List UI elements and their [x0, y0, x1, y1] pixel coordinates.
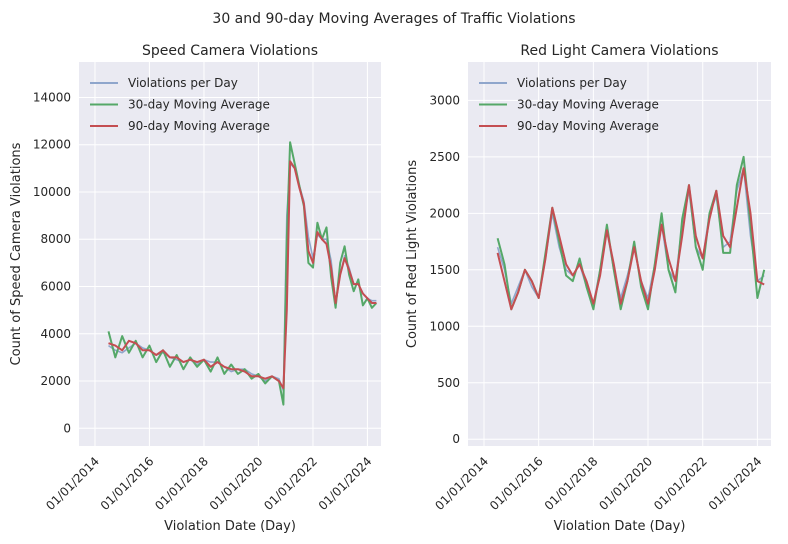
chart-panel-2: 05001000150020002500300001/01/201401/01/…	[405, 43, 771, 534]
legend: Violations per Day 30-day Moving Average 9…	[479, 76, 659, 133]
y-tick-label: 3000	[429, 93, 460, 107]
x-tick-label: 01/01/2024	[706, 454, 765, 513]
legend: Violations per Day 30-day Moving Average 9…	[90, 76, 270, 133]
figure-title: 30 and 90-day Moving Averages of Traffic…	[212, 11, 575, 27]
x-tick-label: 01/01/2024	[316, 454, 375, 513]
y-tick-label: 2500	[429, 150, 460, 164]
legend-label: Violations per Day	[517, 76, 627, 90]
legend-label: 90-day Moving Average	[517, 119, 659, 133]
y-tick-label: 8000	[40, 232, 71, 246]
x-tick-label: 01/01/2022	[261, 454, 320, 513]
plot-area	[79, 62, 381, 446]
chart-title: Red Light Camera Violations	[520, 43, 718, 59]
legend-label: 30-day Moving Average	[128, 98, 270, 112]
y-tick-label: 1000	[429, 319, 460, 333]
x-tick-label: 01/01/2018	[152, 454, 211, 513]
y-tick-label: 2000	[40, 374, 71, 388]
x-tick-label: 01/01/2014	[432, 454, 491, 513]
series-line-ma90	[496, 167, 765, 311]
y-tick-label: 12000	[33, 138, 71, 152]
plot-area	[468, 62, 771, 446]
legend-label: 30-day Moving Average	[517, 98, 659, 112]
y-tick-label: 2000	[429, 206, 460, 220]
y-tick-label: 10000	[33, 185, 71, 199]
y-tick-label: 6000	[40, 279, 71, 293]
x-tick-label: 01/01/2018	[542, 454, 601, 513]
x-tick-label: 01/01/2014	[43, 454, 102, 513]
x-axis-label: Violation Date (Day)	[164, 519, 296, 534]
y-tick-label: 1500	[429, 263, 460, 277]
x-tick-label: 01/01/2020	[596, 454, 655, 513]
y-tick-label: 0	[63, 421, 71, 435]
y-axis-label: Count of Speed Camera Violations	[9, 142, 24, 365]
y-tick-label: 4000	[40, 327, 71, 341]
x-tick-label: 01/01/2020	[207, 454, 266, 513]
legend-label: Violations per Day	[128, 76, 238, 90]
y-axis-label: Count of Red Light Violations	[405, 160, 420, 348]
series-line-ma90	[108, 160, 377, 390]
y-tick-label: 500	[437, 376, 460, 390]
x-tick-label: 01/01/2016	[98, 454, 157, 513]
x-tick-label: 01/01/2022	[651, 454, 710, 513]
x-tick-label: 01/01/2016	[487, 454, 546, 513]
y-tick-label: 0	[452, 432, 460, 446]
legend-label: 90-day Moving Average	[128, 119, 270, 133]
y-tick-label: 14000	[33, 90, 71, 104]
chart-title: Speed Camera Violations	[142, 43, 318, 59]
chart-panel-1: 0 2000 4000 6000 8000 10000 12000 14000 01/01/20…	[9, 43, 381, 534]
x-axis-label: Violation Date (Day)	[554, 519, 686, 534]
